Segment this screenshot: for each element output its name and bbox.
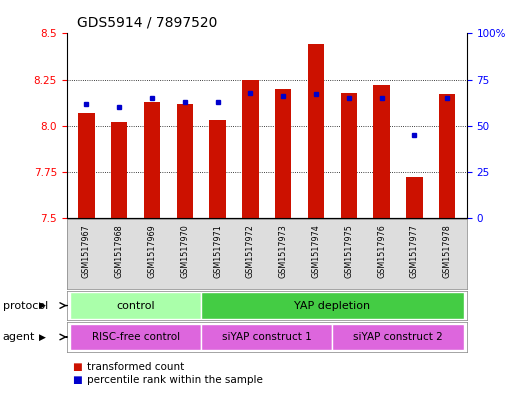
Text: GSM1517978: GSM1517978 <box>443 224 451 278</box>
Text: GSM1517972: GSM1517972 <box>246 224 255 278</box>
Text: GDS5914 / 7897520: GDS5914 / 7897520 <box>77 15 218 29</box>
Text: siYAP construct 2: siYAP construct 2 <box>353 332 443 342</box>
Text: RISC-free control: RISC-free control <box>91 332 180 342</box>
Text: GSM1517974: GSM1517974 <box>311 224 321 278</box>
Text: control: control <box>116 301 155 310</box>
Text: ▶: ▶ <box>39 332 46 342</box>
Bar <box>332 324 464 350</box>
Text: GSM1517970: GSM1517970 <box>180 224 189 278</box>
Text: ■: ■ <box>72 375 82 386</box>
Bar <box>406 178 423 218</box>
Bar <box>111 122 127 218</box>
Bar <box>341 92 357 218</box>
Text: GSM1517967: GSM1517967 <box>82 224 91 278</box>
Text: agent: agent <box>3 332 35 342</box>
Bar <box>70 324 201 350</box>
Text: siYAP construct 1: siYAP construct 1 <box>222 332 311 342</box>
Text: GSM1517976: GSM1517976 <box>377 224 386 278</box>
Text: percentile rank within the sample: percentile rank within the sample <box>87 375 263 386</box>
Bar <box>144 102 160 218</box>
Bar <box>242 79 259 218</box>
Bar <box>209 120 226 218</box>
Bar <box>308 44 324 218</box>
Text: GSM1517971: GSM1517971 <box>213 224 222 278</box>
Bar <box>439 94 456 218</box>
Text: GSM1517977: GSM1517977 <box>410 224 419 278</box>
Bar <box>201 292 464 319</box>
Text: GSM1517973: GSM1517973 <box>279 224 288 278</box>
Text: transformed count: transformed count <box>87 362 185 373</box>
Bar <box>176 104 193 218</box>
Bar <box>70 292 201 319</box>
Text: protocol: protocol <box>3 301 48 310</box>
Text: ■: ■ <box>72 362 82 373</box>
Text: ▶: ▶ <box>39 301 46 310</box>
Text: GSM1517968: GSM1517968 <box>115 224 124 278</box>
Bar <box>373 85 390 218</box>
Text: YAP depletion: YAP depletion <box>294 301 370 310</box>
Text: GSM1517975: GSM1517975 <box>344 224 353 278</box>
Bar <box>275 89 291 218</box>
Bar <box>201 324 332 350</box>
Text: GSM1517969: GSM1517969 <box>147 224 156 278</box>
Bar <box>78 113 94 218</box>
